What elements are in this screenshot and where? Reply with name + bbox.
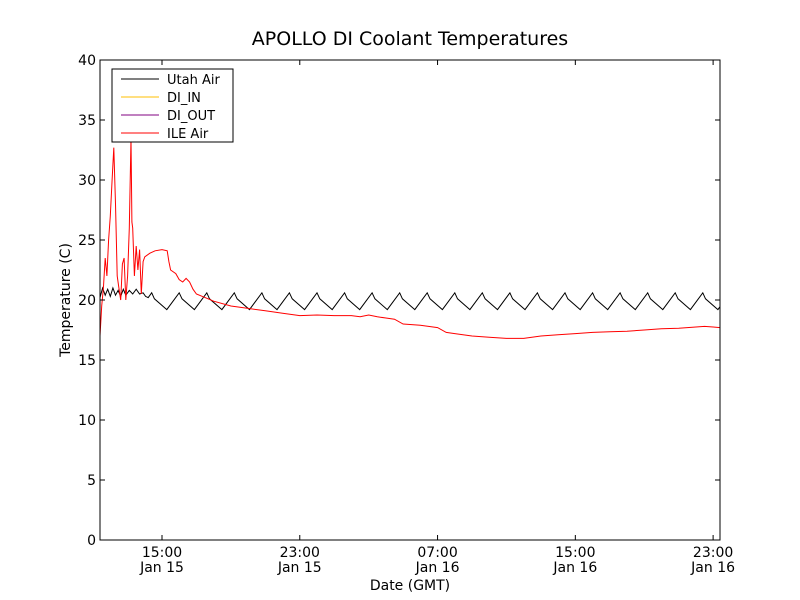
y-axis-label: Temperature (C) — [58, 243, 74, 358]
x-tick-label-date: Jan 16 — [690, 560, 735, 576]
y-tick-label: 35 — [78, 113, 96, 129]
x-tick-label-time: 23:00 — [693, 545, 733, 561]
x-tick-label-date: Jan 16 — [552, 560, 597, 576]
legend-label: DI_IN — [167, 91, 201, 106]
y-tick-label: 5 — [87, 473, 96, 489]
x-tick-label-date: Jan 15 — [277, 560, 322, 576]
legend-label: ILE Air — [167, 127, 209, 142]
y-tick-label: 25 — [78, 233, 96, 249]
legend-box — [111, 68, 234, 143]
x-axis-label: Date (GMT) — [370, 578, 450, 594]
legend-label: Utah Air — [167, 73, 220, 88]
legend: Utah Air DI_IN DI_OUT ILE Air — [111, 68, 234, 143]
y-tick-label: 40 — [78, 53, 96, 69]
y-tick-label: 20 — [78, 293, 96, 309]
plot-area-frame — [99, 59, 721, 541]
x-tick-label-time: 15:00 — [142, 545, 182, 561]
legend-label: DI_OUT — [167, 109, 215, 124]
y-tick-label: 0 — [87, 533, 96, 549]
x-tick-label-time: 15:00 — [555, 545, 595, 561]
series-line-utah-air — [100, 286, 720, 311]
y-tick-label: 10 — [78, 413, 96, 429]
x-tick-label-date: Jan 15 — [139, 560, 184, 576]
x-tick-label-time: 23:00 — [280, 545, 320, 561]
series-line-ile-air — [100, 137, 720, 339]
y-tick-label: 30 — [78, 173, 96, 189]
y-tick-label: 15 — [78, 353, 96, 369]
x-tick-label-time: 07:00 — [417, 545, 457, 561]
x-tick-label-date: Jan 16 — [415, 560, 460, 576]
chart-title: APOLLO DI Coolant Temperatures — [252, 28, 568, 50]
